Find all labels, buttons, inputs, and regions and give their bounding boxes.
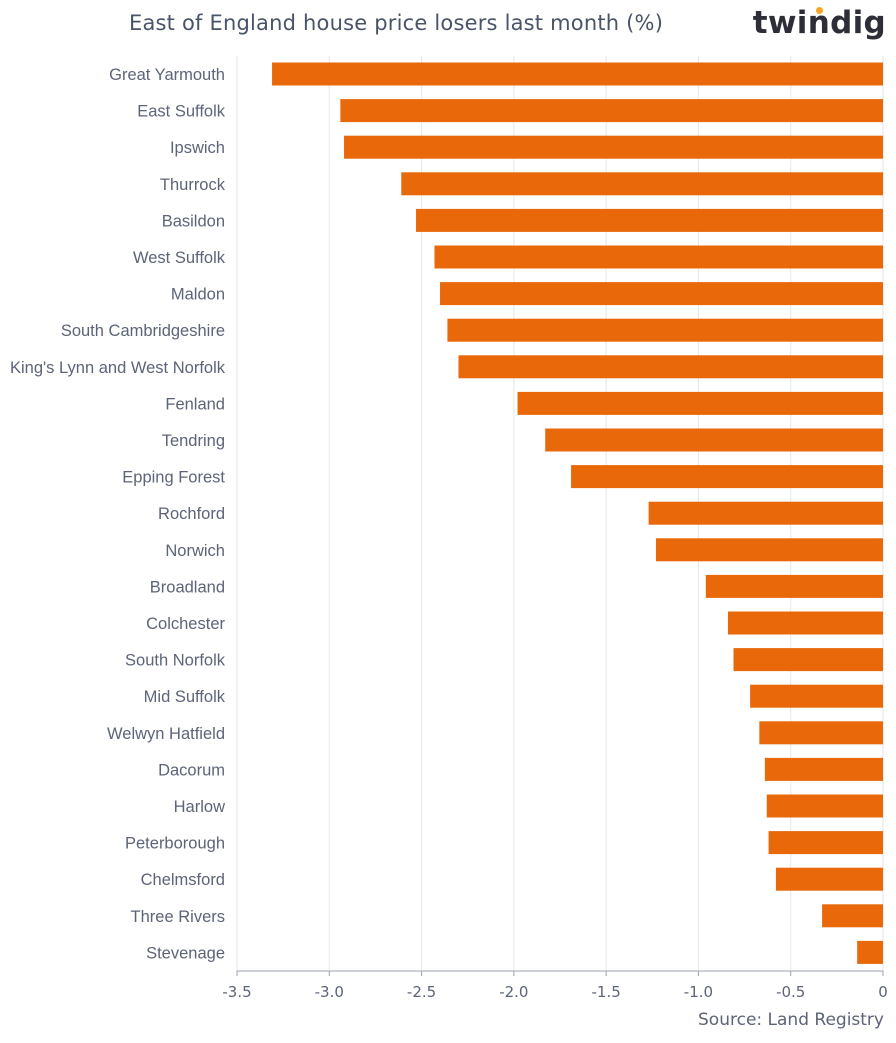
source-note: Source: Land Registry [698, 1010, 884, 1030]
bar-norwich [655, 538, 883, 562]
category-label: Norwich [165, 542, 225, 560]
x-axis [236, 970, 884, 976]
bar-maldon [440, 282, 883, 306]
category-label: Ipswich [170, 139, 225, 157]
bars [272, 62, 884, 964]
bar-east-suffolk [340, 99, 883, 123]
category-label: Welwyn Hatfield [107, 725, 225, 743]
category-label: Mid Suffolk [144, 688, 226, 706]
bar-welwyn-hatfield [759, 721, 883, 745]
bar-great-yarmouth [272, 62, 883, 86]
x-tick-label: -0.5 [776, 983, 805, 1001]
bar-ipswich [344, 135, 884, 159]
category-label: West Suffolk [133, 249, 226, 267]
category-label: Harlow [174, 798, 225, 816]
category-label: Maldon [171, 286, 225, 304]
category-label: Colchester [146, 615, 225, 633]
category-label: Dacorum [158, 761, 225, 779]
x-tick-label: -3.5 [222, 983, 251, 1001]
category-label: Chelmsford [141, 871, 225, 889]
category-label: Rochford [158, 505, 225, 523]
x-tick-label: 0 [878, 983, 888, 1001]
bar-south-norfolk [733, 648, 883, 672]
bar-stevenage [857, 940, 883, 964]
category-label: Stevenage [146, 944, 225, 962]
category-label: Epping Forest [122, 469, 225, 487]
bar-tendring [545, 428, 883, 452]
category-label: Thurrock [160, 176, 226, 194]
bar-fenland [517, 391, 883, 415]
category-label: East Suffolk [137, 103, 225, 121]
bar-thurrock [401, 172, 883, 196]
bar-epping-forest [571, 465, 883, 489]
bar-harlow [766, 794, 883, 818]
category-label: King's Lynn and West Norfolk [10, 359, 226, 377]
bar-king-s-lynn-and-west-norfolk [458, 355, 883, 379]
category-label: Fenland [165, 395, 225, 413]
bar-rochford [648, 501, 883, 525]
bar-west-suffolk [434, 245, 883, 269]
category-label: South Cambridgeshire [61, 322, 225, 340]
bar-mid-suffolk [750, 684, 883, 708]
bar-peterborough [768, 831, 883, 855]
x-tick-label: -3.0 [315, 983, 344, 1001]
brand-dot-icon [815, 7, 823, 14]
x-tick-label: -2.0 [499, 983, 528, 1001]
category-label: Tendring [162, 432, 225, 450]
bar-dacorum [764, 757, 883, 781]
bar-three-rivers [822, 904, 883, 928]
bar-colchester [727, 611, 883, 635]
chart-title: East of England house price losers last … [129, 11, 664, 35]
category-label: Basildon [162, 212, 225, 230]
brand-logo: twindig [753, 5, 886, 41]
bar-basildon [416, 208, 883, 232]
bar-south-cambridgeshire [447, 318, 883, 342]
x-tick-labels: -3.5 -3.0 -2.5 -2.0 -1.5 -1.0 -0.5 0 [222, 983, 887, 1001]
category-label: South Norfolk [125, 652, 226, 670]
x-tick-label: -2.5 [407, 983, 436, 1001]
bar-broadland [705, 574, 883, 598]
category-label: Great Yarmouth [109, 66, 225, 84]
category-label: Broadland [150, 578, 225, 596]
x-tick-label: -1.0 [684, 983, 713, 1001]
category-label: Three Rivers [131, 908, 225, 926]
bar-chelmsford [775, 867, 883, 891]
x-tick-label: -1.5 [592, 983, 621, 1001]
category-labels: Great Yarmouth East Suffolk Ipswich Thurroc… [10, 66, 226, 962]
category-label: Peterborough [125, 835, 225, 853]
